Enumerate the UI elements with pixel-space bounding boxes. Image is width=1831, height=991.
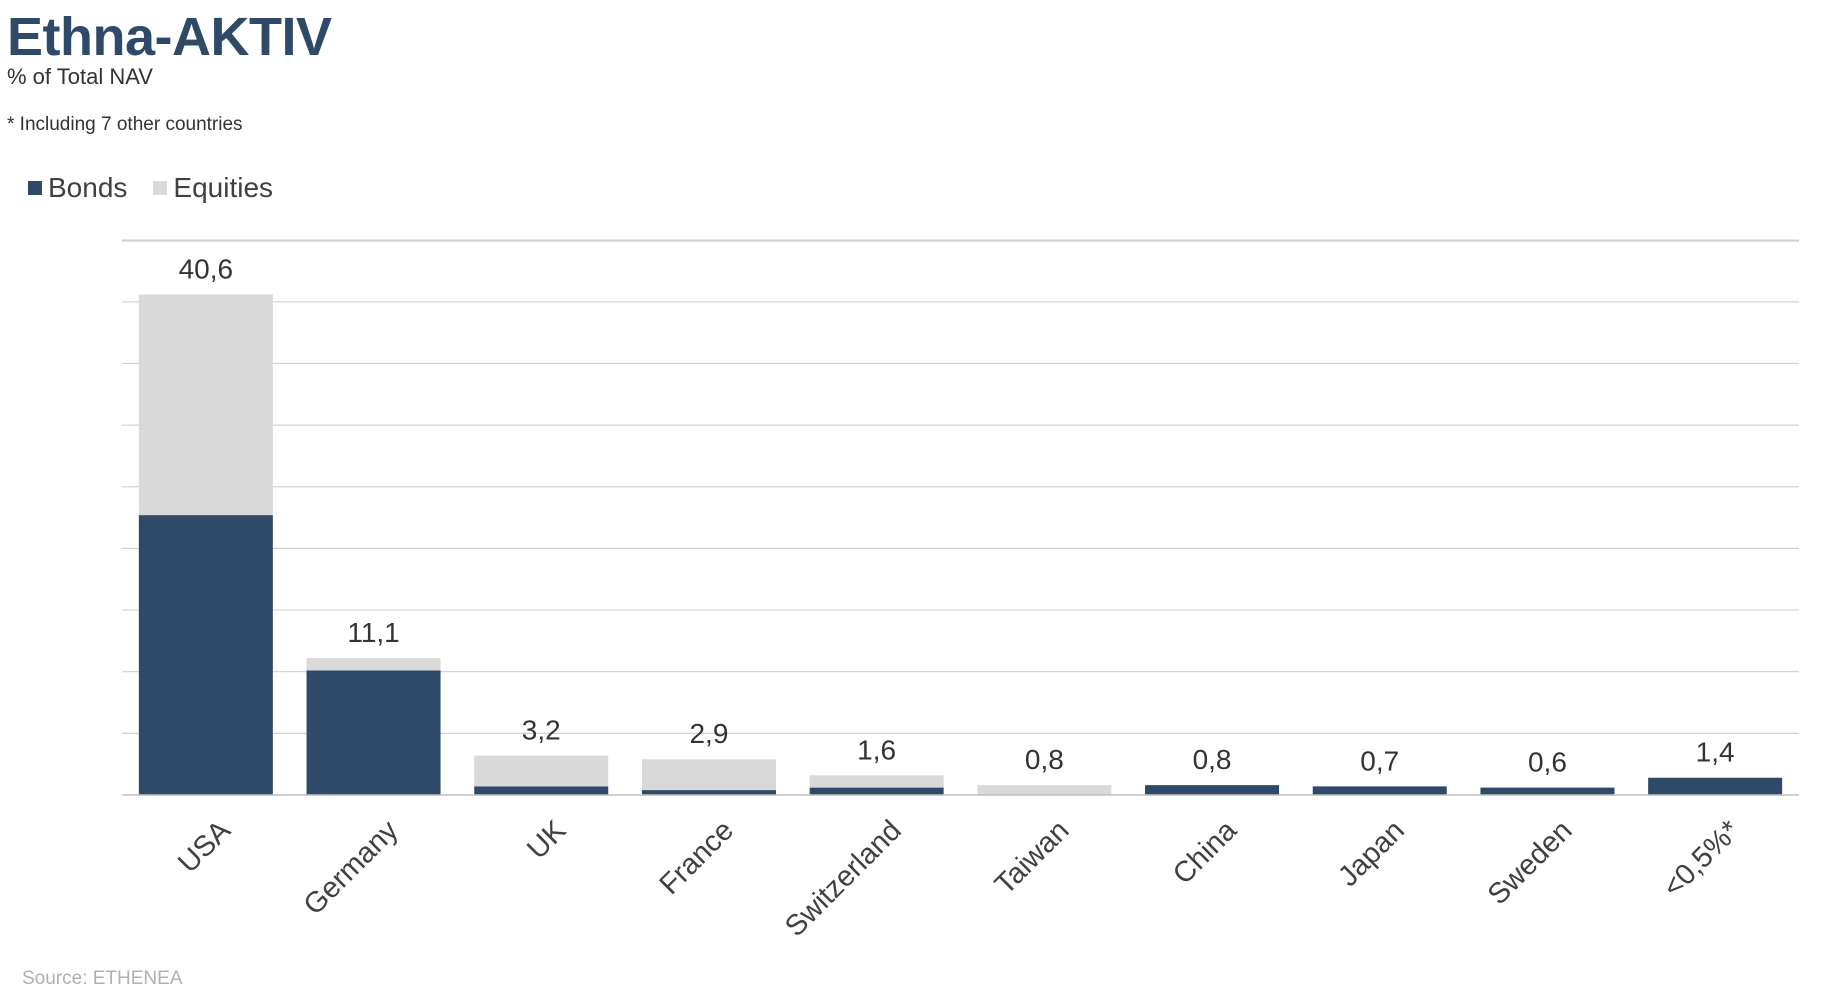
bar-equities: [809, 775, 944, 788]
bar-equities: [977, 785, 1112, 795]
bar-equities: [474, 755, 609, 787]
bar-equities: [306, 658, 441, 671]
data-label: 0,7: [1360, 745, 1399, 776]
legend-label-equities: Equities: [173, 172, 274, 203]
x-tick-label: Switzerland: [779, 814, 908, 943]
chart-title: Ethna-AKTIV: [7, 7, 332, 67]
x-tick-label: China: [1167, 814, 1244, 891]
data-label: 3,2: [522, 715, 561, 746]
bar-bonds: [474, 786, 609, 795]
bar-bonds: [1312, 786, 1447, 795]
legend-label-bonds: Bonds: [48, 172, 128, 203]
chart-legend: Bonds Equities: [28, 172, 299, 204]
bar-bonds: [138, 515, 273, 795]
x-tick-label: Sweden: [1482, 814, 1579, 911]
data-label: 0,6: [1528, 747, 1567, 778]
source-note: Source: ETHENEA: [22, 968, 183, 989]
legend-item-equities: Equities: [153, 172, 273, 204]
bar-bonds: [1480, 787, 1615, 795]
data-label: 0,8: [1193, 744, 1232, 775]
legend-swatch-equities: [153, 181, 168, 195]
chart-footnote: * Including 7 other countries: [7, 114, 243, 135]
x-tick-label: France: [654, 814, 740, 900]
data-label: 2,9: [689, 718, 728, 749]
bar-equities: [641, 759, 776, 791]
data-label: 11,1: [347, 617, 399, 648]
bar-bonds: [641, 790, 776, 795]
data-label: 0,8: [1025, 744, 1064, 775]
data-label: 1,4: [1696, 737, 1735, 768]
legend-item-bonds: Bonds: [28, 172, 127, 204]
bar-bonds: [809, 787, 944, 795]
x-tick-label: <0,5%*: [1657, 814, 1746, 903]
chart-subtitle: % of Total NAV: [7, 64, 153, 89]
data-label: 40,6: [179, 253, 234, 284]
x-tick-label: Taiwan: [989, 814, 1075, 900]
x-tick-label: Germany: [298, 814, 405, 921]
data-label: 1,6: [857, 734, 896, 765]
legend-swatch-bonds: [28, 181, 42, 195]
x-tick-label: Japan: [1332, 814, 1410, 892]
bar-bonds: [1145, 785, 1280, 795]
bar-bonds: [1648, 777, 1783, 795]
x-tick-label: USA: [172, 814, 237, 879]
bar-bonds: [306, 670, 441, 795]
x-tick-label: UK: [521, 814, 573, 866]
bar-equities: [138, 294, 273, 516]
